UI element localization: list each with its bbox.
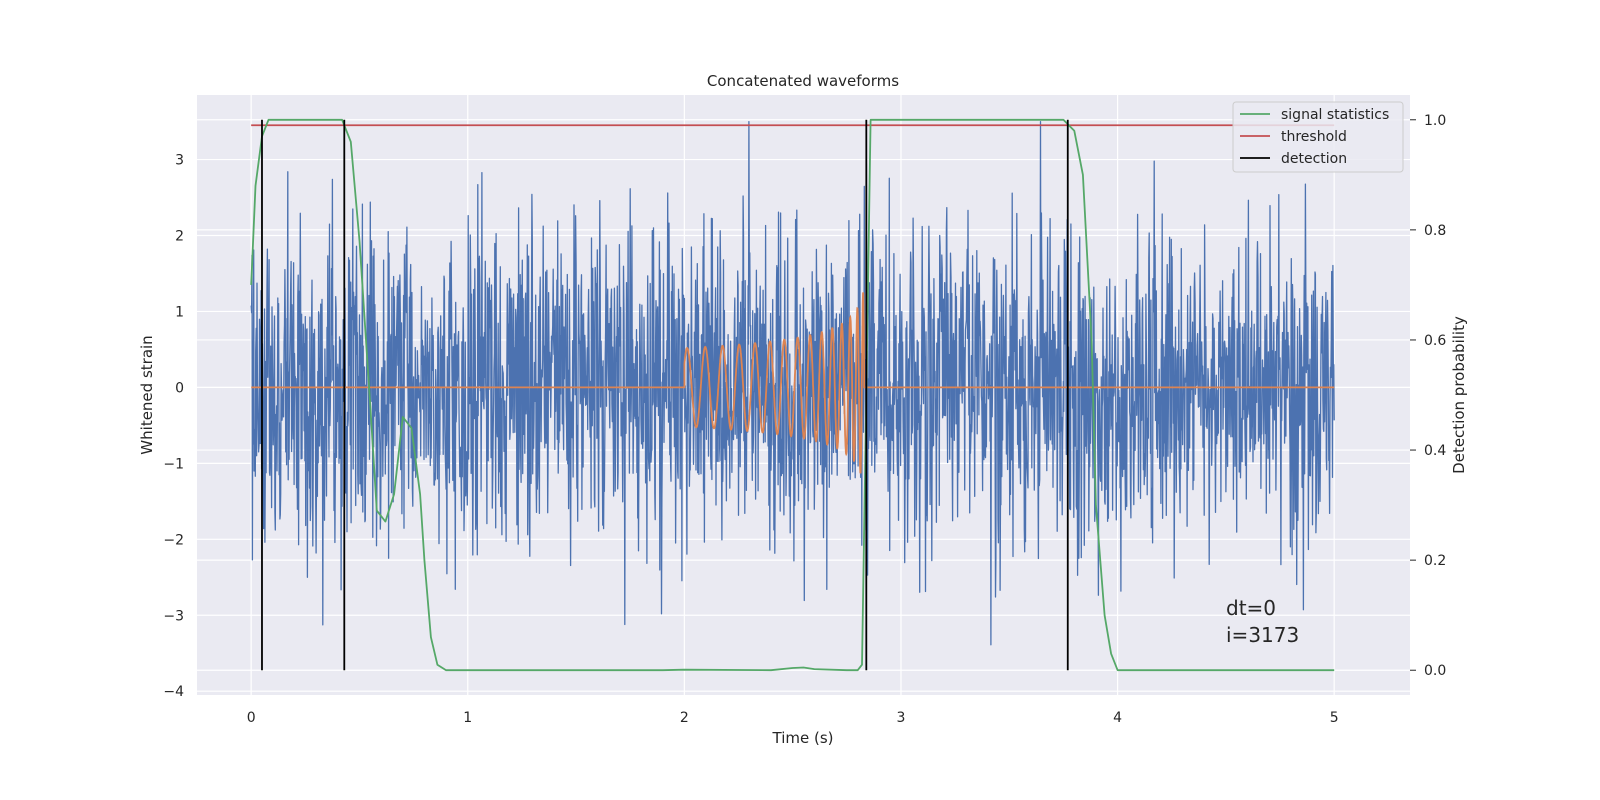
x-axis-label: Time (s) [772,729,834,747]
legend-box [1232,101,1404,173]
x-tick-label: 2 [680,710,689,726]
y-right-tick-label: 0.6 [1424,333,1446,349]
x-tick-label: 5 [1330,710,1339,726]
chirp-waveform-line [251,292,1335,474]
strain-noise [250,120,1335,646]
y-tick-label: 1 [175,304,184,320]
y-right-tick-label: 0.8 [1424,223,1446,239]
y-axis-label: Whitened strain [138,335,156,454]
detection-series [261,119,1069,671]
y-axis-right-label: Detection probability [1450,316,1468,474]
y-tick-label: 2 [175,229,184,245]
y-tick-label: 3 [175,153,184,169]
y-right-tick-label: 0.0 [1424,663,1446,679]
y-tick-label: 0 [175,380,184,396]
legend-label-detection: detection [1281,151,1347,167]
y-right-tick-label: 0.2 [1424,553,1446,569]
y-tick-label: −4 [163,684,184,700]
chirp-waveform [251,292,1335,474]
annotation-index: i=3173 [1226,623,1299,647]
y-right-tick-label: 1.0 [1424,113,1446,129]
x-tick-label: 1 [463,710,472,726]
legend-label-signal-statistics: signal statistics [1281,107,1389,123]
strain-noise-line [250,120,1335,646]
tick-labels: 0 1 2 3 4 5 −4 −3 −2 −1 0 1 2 3 0.0 0.2 0.4 0.6 0.8 1.0 [163,113,1446,726]
x-tick-label: 4 [1113,710,1122,726]
y-tick-label: −1 [163,456,184,472]
legend: signal statistics threshold detection [1232,101,1404,173]
y-right-tick-label: 0.4 [1424,443,1446,459]
x-tick-label: 0 [247,710,256,726]
y-tick-label: −2 [163,532,184,548]
chart-title: Concatenated waveforms [707,72,899,90]
x-tick-label: 3 [897,710,906,726]
y-tick-label: −3 [163,608,184,624]
legend-label-threshold: threshold [1281,129,1347,145]
annotation-dt: dt=0 [1226,596,1276,620]
